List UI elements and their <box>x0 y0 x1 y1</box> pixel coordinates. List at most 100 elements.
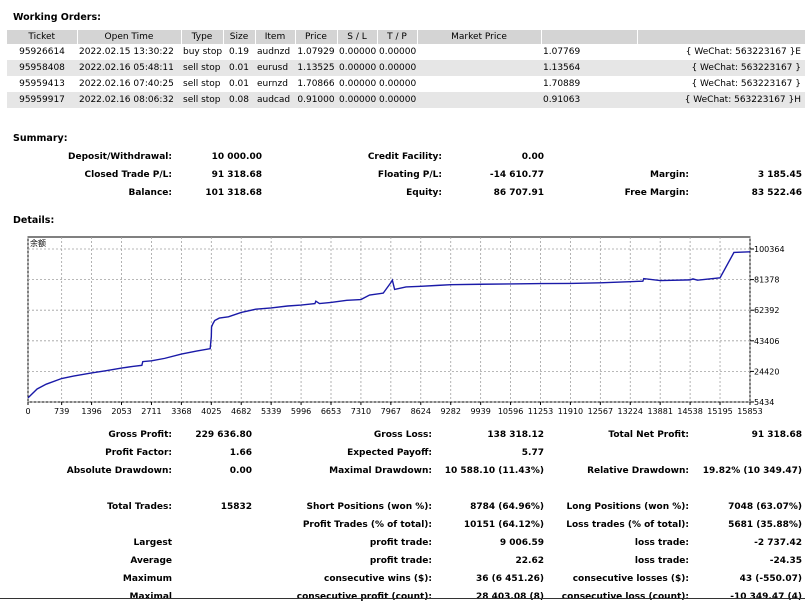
chart-y-tick-label: 5434 <box>754 398 774 407</box>
order-cell: 1.70889 <box>541 76 637 92</box>
order-cell: { WeChat: 563223167 } <box>637 76 805 92</box>
orders-column-header: Price <box>295 30 338 44</box>
chart-x-tick-label: 3368 <box>171 407 191 416</box>
stat-label: Gross Loss: <box>373 430 432 440</box>
stat-label <box>7 516 175 534</box>
stat-label: Largest <box>133 538 172 548</box>
chart-y-tick-label: 62392 <box>754 306 779 315</box>
stat-value: 5681 (35.88%) <box>728 520 802 530</box>
chart-x-tick-label: 11910 <box>558 407 583 416</box>
stats-row: Average profit trade: 22.62 loss trade: -24.… <box>7 552 805 570</box>
chart-x-tick-label: 9939 <box>470 407 490 416</box>
stat-label: Profit Factor: <box>105 448 172 458</box>
stat-value: 0.00 <box>521 152 544 162</box>
order-cell: 0.19 <box>223 44 255 60</box>
order-cell: 2022.02.15 13:30:22 <box>77 44 181 60</box>
order-cell: 95926614 <box>7 44 77 60</box>
stat-value <box>175 570 255 588</box>
stat-label: Absolute Drawdown: <box>66 466 172 476</box>
chart-x-tick-label: 1396 <box>81 407 101 416</box>
order-row: 95926614 2022.02.15 13:30:22 buy stop 0.19 a… <box>7 44 805 60</box>
stats-row: Absolute Drawdown: 0.00 Maximal Drawdown: 1… <box>7 462 805 480</box>
stat-label: Maximum <box>122 574 172 584</box>
orders-column-header <box>637 30 805 44</box>
stat-value <box>175 552 255 570</box>
stat-value <box>175 588 255 606</box>
chart-x-tick-label: 4025 <box>201 407 221 416</box>
statistics-table: Gross Profit: 229 636.80 Gross Loss: 138 31… <box>7 426 805 606</box>
stat-label <box>547 444 692 462</box>
details-title: Details: <box>13 215 55 226</box>
stat-label: Margin: <box>649 170 689 180</box>
chart-x-tick-label: 8624 <box>411 407 431 416</box>
orders-column-header: Open Time <box>77 30 182 44</box>
stats-row <box>7 480 805 498</box>
stat-value: -10 349.47 (4) <box>730 592 802 602</box>
bottom-divider <box>0 598 805 599</box>
order-cell: sell stop <box>181 60 223 76</box>
chart-y-tick-label: 100364 <box>754 245 785 254</box>
stat-value: 36 (6 451.26) <box>475 574 544 584</box>
stat-label: Deposit/Withdrawal: <box>68 152 172 162</box>
chart-x-tick-label: 2711 <box>141 407 161 416</box>
order-cell: 1.07929 <box>295 44 337 60</box>
stat-value: 22.62 <box>515 556 544 566</box>
order-cell <box>417 76 541 92</box>
orders-column-header: S / L <box>337 30 378 44</box>
chart-x-tick-label: 13224 <box>618 407 643 416</box>
stat-value: 91 318.68 <box>751 430 802 440</box>
stat-value <box>175 480 255 498</box>
balance-chart: 100364 81378 62392 43406 24420 5434 0 739 1396 20… <box>25 236 785 416</box>
stat-label: loss trade: <box>634 538 689 548</box>
order-cell: { WeChat: 563223167 }H <box>637 92 805 108</box>
order-cell: sell stop <box>181 76 223 92</box>
order-cell: 95959413 <box>7 76 77 92</box>
stat-value: -14 610.77 <box>489 170 544 180</box>
stat-label: consecutive loss (count): <box>561 592 689 602</box>
order-cell: audnzd <box>255 44 295 60</box>
stat-value: 101 318.68 <box>205 188 262 198</box>
stat-label <box>255 480 435 498</box>
chart-series-label: 余额 <box>30 238 46 248</box>
stat-label: Total Trades: <box>107 502 172 512</box>
stat-value: 43 (-550.07) <box>739 574 802 584</box>
stat-value <box>175 516 255 534</box>
chart-y-tick-label: 43406 <box>754 337 779 346</box>
orders-column-header <box>541 30 638 44</box>
chart-y-tick-label: 81378 <box>754 276 779 285</box>
stat-value: 19.82% (10 349.47) <box>702 466 802 476</box>
order-cell: 95958408 <box>7 60 77 76</box>
stat-label: Profit Trades (% of total): <box>302 520 432 530</box>
order-cell <box>417 60 541 76</box>
orders-column-header: Type <box>181 30 224 44</box>
stat-label <box>547 148 692 166</box>
stat-label: consecutive wins ($): <box>323 574 432 584</box>
order-cell: 0.00000 <box>377 60 417 76</box>
order-cell: 0.00000 <box>377 92 417 108</box>
order-cell <box>417 44 541 60</box>
stat-value: 28 403.08 (8) <box>475 592 544 602</box>
summary-title: Summary: <box>13 133 68 144</box>
orders-column-header: T / P <box>377 30 418 44</box>
order-cell: 0.01 <box>223 76 255 92</box>
stat-value: 8784 (64.96%) <box>470 502 544 512</box>
summary-row: Deposit/Withdrawal: 10 000.00 Credit Facil… <box>7 148 805 166</box>
stats-row: Largest profit trade: 9 006.59 loss trade: -… <box>7 534 805 552</box>
stat-value: -24.35 <box>769 556 802 566</box>
stat-value <box>435 480 547 498</box>
chart-x-tick-label: 4682 <box>231 407 251 416</box>
order-cell: 1.13525 <box>295 60 337 76</box>
order-cell: 2022.02.16 08:06:32 <box>77 92 181 108</box>
chart-plot-area <box>27 236 751 403</box>
stat-label: Floating P/L: <box>377 170 442 180</box>
stat-label: consecutive losses ($): <box>572 574 689 584</box>
stat-value <box>692 480 805 498</box>
stat-value <box>692 444 805 462</box>
stat-label: Maximal Drawdown: <box>329 466 432 476</box>
chart-x-tick-label: 7967 <box>381 407 401 416</box>
stat-value: 15832 <box>220 502 252 512</box>
stat-value: -2 737.42 <box>754 538 802 548</box>
stat-label: Long Positions (won %): <box>566 502 689 512</box>
stat-label: Short Positions (won %): <box>306 502 432 512</box>
